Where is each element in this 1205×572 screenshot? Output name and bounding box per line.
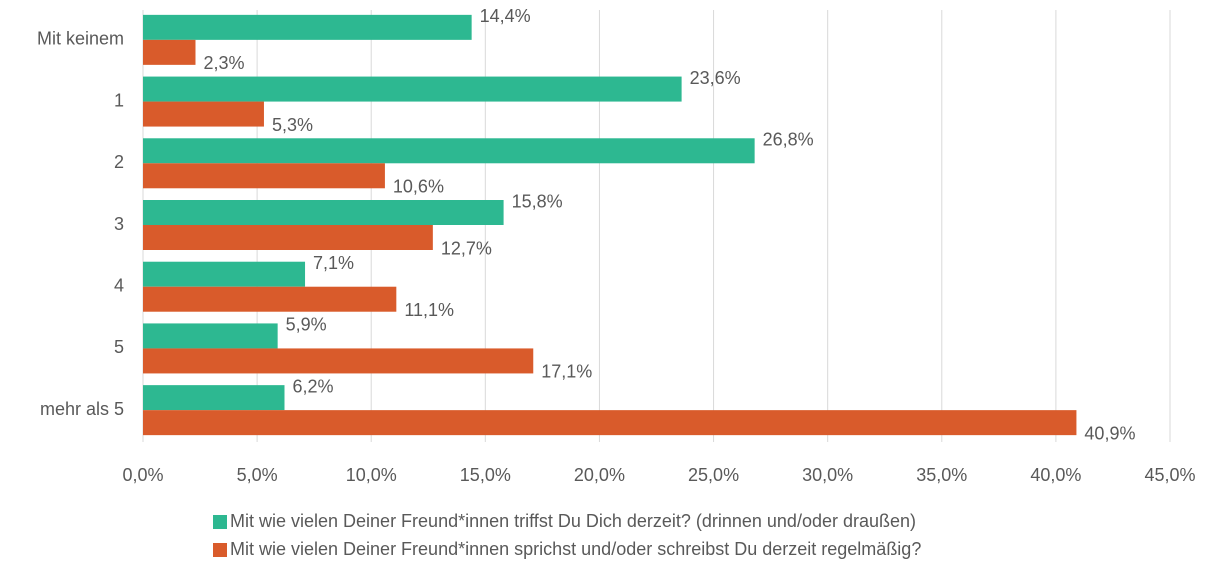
data-label: 5,9% (286, 315, 327, 335)
data-label: 6,2% (292, 376, 333, 396)
data-label: 26,8% (763, 130, 814, 150)
x-tick-label: 40,0% (1030, 465, 1081, 485)
data-label: 7,1% (313, 253, 354, 273)
bar (143, 348, 534, 374)
y-tick-label: 5 (114, 337, 124, 357)
bar (143, 323, 278, 349)
bar (143, 76, 682, 102)
x-tick-label: 35,0% (916, 465, 967, 485)
data-label: 10,6% (393, 177, 444, 197)
bar (143, 138, 755, 164)
y-tick-label: 3 (114, 214, 124, 234)
bar (143, 163, 385, 189)
bar (143, 410, 1077, 436)
x-tick-label: 20,0% (574, 465, 625, 485)
y-tick-label: 4 (114, 275, 124, 295)
bar (143, 225, 433, 250)
x-tick-label: 15,0% (460, 465, 511, 485)
x-tick-label: 25,0% (688, 465, 739, 485)
y-tick-label: 1 (114, 90, 124, 110)
x-tick-label: 5,0% (237, 465, 278, 485)
bar (143, 286, 397, 312)
bar (143, 200, 504, 225)
y-tick-label: Mit keinem (37, 29, 124, 49)
x-tick-label: 30,0% (802, 465, 853, 485)
legend-swatch (213, 515, 227, 529)
legend-label: Mit wie vielen Deiner Freund*innen triff… (230, 511, 916, 531)
y-tick-label: 2 (114, 152, 124, 172)
bar (143, 39, 196, 65)
legend-swatch (213, 543, 227, 557)
bar (143, 261, 306, 287)
data-label: 15,8% (512, 191, 563, 211)
bar (143, 101, 264, 127)
data-label: 40,9% (1084, 423, 1135, 443)
data-label: 23,6% (690, 68, 741, 88)
data-label: 14,4% (480, 6, 531, 26)
bar (143, 14, 472, 40)
bar (143, 385, 285, 411)
legend-label: Mit wie vielen Deiner Freund*innen spric… (230, 539, 921, 559)
data-label: 17,1% (541, 362, 592, 382)
data-label: 2,3% (203, 53, 244, 73)
x-tick-label: 0,0% (122, 465, 163, 485)
data-label: 11,1% (404, 300, 454, 320)
y-tick-label: mehr als 5 (40, 399, 124, 419)
x-tick-label: 45,0% (1144, 465, 1195, 485)
data-label: 5,3% (272, 115, 313, 135)
x-tick-label: 10,0% (346, 465, 397, 485)
data-label: 12,7% (441, 238, 492, 258)
